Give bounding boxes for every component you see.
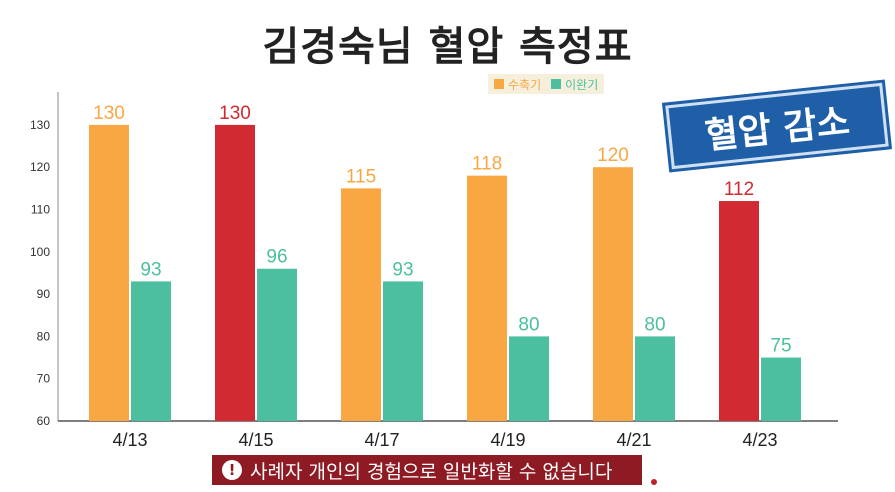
legend-item-diastolic: 이완기	[551, 76, 598, 93]
data-label-diastolic: 93	[392, 259, 413, 280]
x-tick-label: 4/19	[490, 430, 525, 450]
legend: 수축기 이완기	[488, 74, 605, 94]
bar-systolic	[467, 175, 507, 421]
data-label-diastolic: 96	[266, 247, 287, 268]
x-tick-label: 4/13	[112, 430, 147, 450]
y-tick-label: 70	[37, 372, 51, 386]
data-label-diastolic: 80	[644, 314, 665, 335]
data-label-systolic: 120	[597, 145, 629, 166]
y-tick-label: 100	[30, 245, 50, 259]
decorative-dot	[651, 479, 657, 485]
x-tick-label: 4/17	[364, 430, 399, 450]
y-tick-label: 120	[30, 160, 50, 174]
data-label-systolic: 115	[346, 166, 376, 187]
disclaimer-banner: ! 사례자 개인의 경험으로 일반화할 수 없습니다	[212, 455, 642, 485]
warning-icon: !	[222, 460, 242, 480]
data-label-systolic: 130	[219, 103, 251, 124]
legend-item-systolic: 수축기	[494, 76, 541, 93]
bar-diastolic	[131, 281, 171, 421]
x-tick-label: 4/21	[616, 430, 651, 450]
bar-diastolic	[761, 357, 801, 421]
bar-systolic	[593, 167, 633, 421]
disclaimer-text: 사례자 개인의 경험으로 일반화할 수 없습니다	[250, 460, 613, 483]
bar-diastolic	[257, 268, 297, 421]
data-label-systolic: 118	[472, 154, 502, 175]
legend-label-systolic: 수축기	[508, 77, 542, 92]
data-label-diastolic: 93	[140, 259, 161, 280]
y-tick-label: 60	[37, 414, 51, 428]
x-tick-label: 4/23	[742, 430, 777, 450]
bar-systolic	[215, 124, 255, 422]
data-label-systolic: 112	[724, 179, 754, 200]
data-label-systolic: 130	[93, 103, 125, 124]
y-tick-label: 80	[37, 329, 51, 343]
legend-swatch-diastolic	[551, 79, 562, 89]
bar-diastolic	[383, 281, 423, 421]
bar-diastolic	[509, 336, 549, 421]
data-label-diastolic: 75	[770, 336, 791, 357]
legend-swatch-systolic	[494, 79, 504, 89]
chart-title: 김경숙님 혈압 측정표	[262, 24, 633, 70]
bar-systolic	[719, 201, 759, 421]
y-tick-label: 110	[31, 203, 50, 217]
bar-systolic	[341, 188, 381, 421]
bar-systolic	[89, 124, 129, 422]
legend-label-diastolic: 이완기	[565, 77, 599, 92]
data-label-diastolic: 80	[518, 314, 539, 335]
bar-diastolic	[635, 336, 675, 421]
y-tick-label: 130	[30, 118, 50, 132]
x-tick-label: 4/15	[238, 430, 273, 450]
y-tick-label: 90	[37, 287, 51, 301]
